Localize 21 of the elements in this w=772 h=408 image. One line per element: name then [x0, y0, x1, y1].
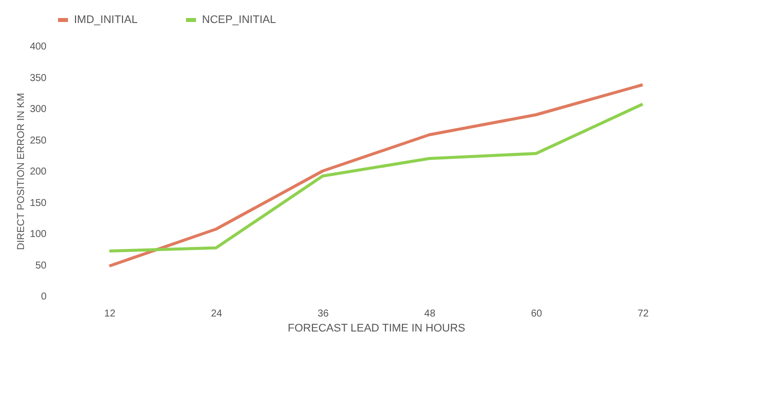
y-tick-label: 200 — [30, 166, 47, 178]
legend-label: IMD_INITIAL — [74, 14, 138, 26]
x-tick-label: 24 — [210, 308, 222, 320]
x-tick-label: 60 — [530, 308, 542, 320]
x-tick-label: 48 — [424, 308, 436, 320]
y-tick-label: 0 — [40, 292, 47, 302]
y-tick-label: 300 — [30, 104, 47, 115]
x-tick-label: 72 — [638, 308, 650, 320]
x-tick-label: 36 — [318, 308, 330, 320]
x-tick-label: 12 — [104, 308, 116, 320]
y-tick-label: 350 — [30, 72, 47, 84]
y-axis-title: DIRECT POSITION ERROR IN KM — [16, 92, 27, 250]
y-tick-label: 50 — [35, 260, 47, 272]
y-tick-label: 100 — [30, 229, 47, 240]
y-tick-label: 400 — [30, 42, 47, 52]
legend-label: NCEP_INITIAL — [202, 14, 276, 26]
y-tick-label: 150 — [30, 198, 47, 209]
x-axis-title: FORECAST LEAD TIME IN HOURS — [288, 322, 466, 334]
y-tick-label: 250 — [30, 135, 47, 146]
line-series — [108, 102, 644, 252]
line-series — [108, 83, 644, 268]
